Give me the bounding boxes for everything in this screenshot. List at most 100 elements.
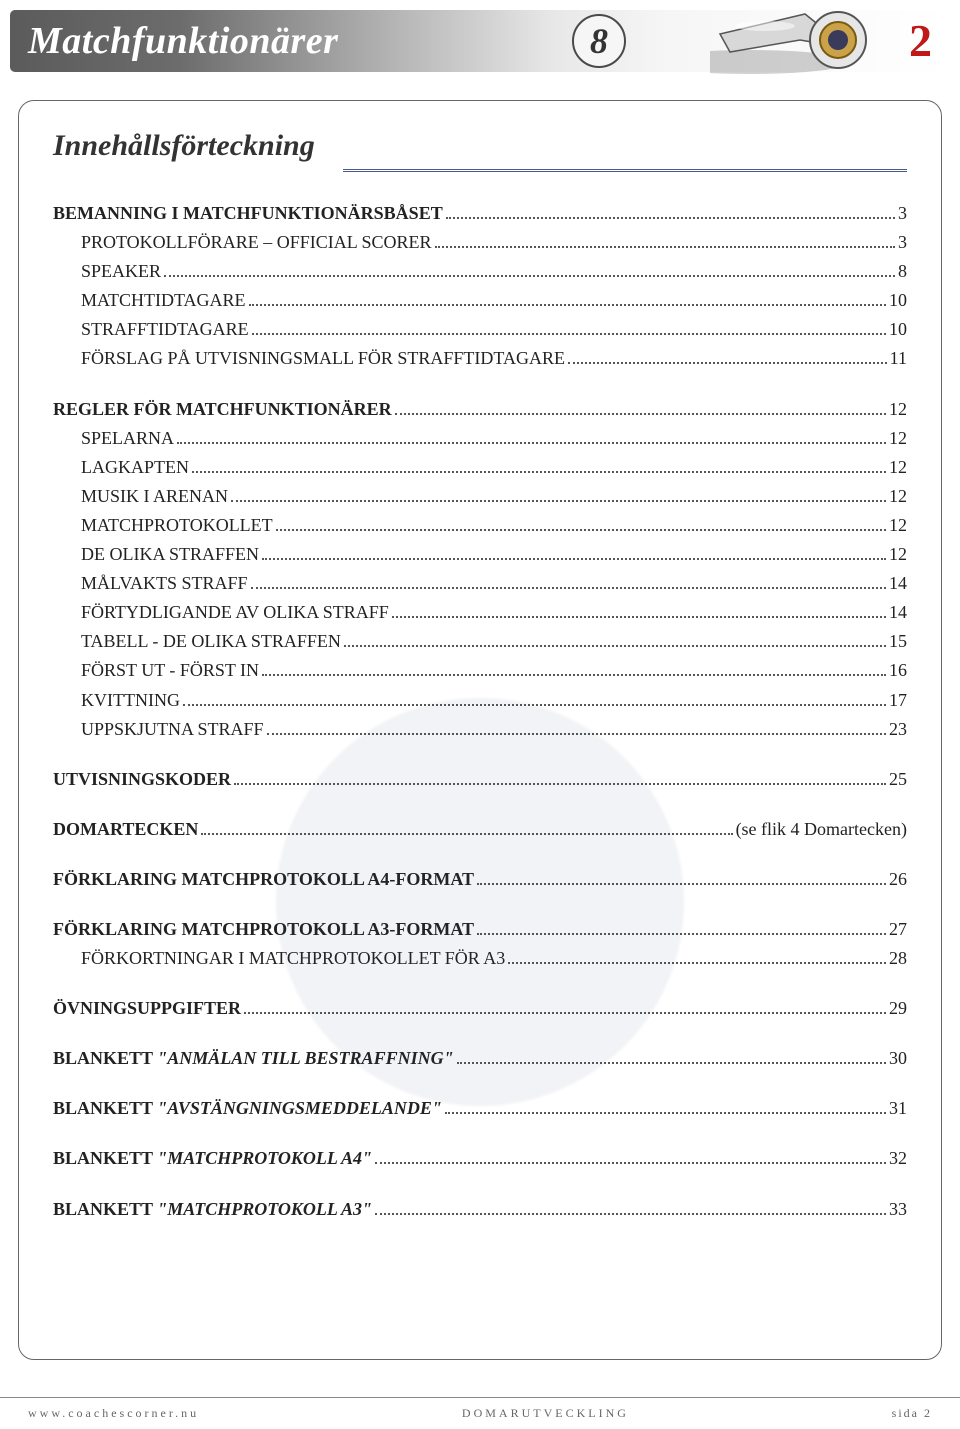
toc-page: 32 — [889, 1145, 907, 1171]
toc-row: ÖVNINGSUPPGIFTER29 — [53, 995, 907, 1021]
toc-label: UTVISNINGSKODER — [53, 766, 231, 792]
toc-page: 12 — [889, 454, 907, 480]
toc-row: KVITTNING 17 — [53, 687, 907, 713]
toc-label: MUSIK I ARENAN — [53, 483, 228, 509]
toc-leader — [267, 720, 886, 734]
toc-leader — [192, 458, 886, 472]
toc-page: 27 — [889, 916, 907, 942]
toc-leader — [435, 234, 895, 248]
toc-gap — [53, 1074, 907, 1092]
toc-page: 12 — [889, 512, 907, 538]
toc-row: FÖRKLARING MATCHPROTOKOLL A4-FORMAT26 — [53, 866, 907, 892]
toc-gap — [53, 795, 907, 813]
toc-label: BLANKETT "MATCHPROTOKOLL A3" — [53, 1196, 372, 1222]
toc-gap — [53, 1175, 907, 1193]
header-bar: Matchfunktionärer 8 2 — [10, 10, 950, 72]
toc-label: BLANKETT "ANMÄLAN TILL BESTRAFFNING" — [53, 1045, 454, 1071]
toc-leader — [508, 950, 886, 964]
toc-leader — [457, 1050, 886, 1064]
toc-leader — [276, 517, 886, 531]
toc-row: SPELARNA12 — [53, 425, 907, 451]
toc-row: FÖRTYDLIGANDE AV OLIKA STRAFF 14 — [53, 599, 907, 625]
toc-page: 10 — [889, 287, 907, 313]
content-box: Innehållsförteckning BEMANNING I MATCHFU… — [18, 100, 942, 1360]
toc-row: FÖRKLARING MATCHPROTOKOLL A3-FORMAT27 — [53, 916, 907, 942]
toc-label: LAGKAPTEN — [53, 454, 189, 480]
toc-page: 25 — [889, 766, 907, 792]
page-badge: 2 — [909, 14, 932, 67]
toc-row: REGLER FÖR MATCHFUNKTIONÄRER 12 — [53, 396, 907, 422]
toc-label: BEMANNING I MATCHFUNKTIONÄRSBÅSET — [53, 200, 443, 226]
toc-label: BLANKETT "AVSTÄNGNINGSMEDDELANDE" — [53, 1095, 442, 1121]
toc-label: REGLER FÖR MATCHFUNKTIONÄRER — [53, 396, 392, 422]
toc-row: TABELL - DE OLIKA STRAFFEN15 — [53, 628, 907, 654]
toc-row: BLANKETT "AVSTÄNGNINGSMEDDELANDE" 31 — [53, 1095, 907, 1121]
toc-row: BLANKETT "MATCHPROTOKOLL A4" 32 — [53, 1145, 907, 1171]
toc-leader — [164, 263, 895, 277]
toc-leader — [249, 292, 886, 306]
toc-row: FÖRKORTNINGAR I MATCHPROTOKOLLET FÖR A3 2… — [53, 945, 907, 971]
toc-leader — [477, 921, 886, 935]
page-footer: www.coachescorner.nu DOMARUTVECKLING sid… — [0, 1397, 960, 1429]
toc-label: DE OLIKA STRAFFEN — [53, 541, 259, 567]
toc-row: MATCHTIDTAGARE 10 — [53, 287, 907, 313]
toc-leader — [477, 870, 886, 884]
toc-page: 3 — [898, 229, 907, 255]
toc-page: 16 — [889, 657, 907, 683]
toc-row: SPEAKER8 — [53, 258, 907, 284]
toc-leader — [201, 820, 732, 834]
toc-label: KVITTNING — [53, 687, 180, 713]
toc-heading: Innehållsförteckning — [53, 129, 315, 163]
toc-label: DOMARTECKEN — [53, 816, 198, 842]
toc-leader — [344, 633, 886, 647]
whistle-icon — [710, 4, 880, 84]
toc-label: BLANKETT "MATCHPROTOKOLL A4" — [53, 1145, 372, 1171]
toc-label: SPEAKER — [53, 258, 161, 284]
toc-row: LAGKAPTEN 12 — [53, 454, 907, 480]
toc-leader — [395, 400, 886, 414]
toc-page: 14 — [889, 570, 907, 596]
toc-label: MATCHTIDTAGARE — [53, 287, 246, 313]
toc-leader — [445, 1100, 886, 1114]
toc-row: PROTOKOLLFÖRARE – OFFICIAL SCORER 3 — [53, 229, 907, 255]
toc-row: MÅLVAKTS STRAFF14 — [53, 570, 907, 596]
toc-label: MATCHPROTOKOLLET — [53, 512, 273, 538]
toc-row: DE OLIKA STRAFFEN 12 — [53, 541, 907, 567]
toc-leader — [231, 487, 886, 501]
toc-label: PROTOKOLLFÖRARE – OFFICIAL SCORER — [53, 229, 432, 255]
toc-label: STRAFFTIDTAGARE — [53, 316, 249, 342]
toc-gap — [53, 745, 907, 763]
toc-leader — [568, 350, 887, 364]
toc-row: MATCHPROTOKOLLET 12 — [53, 512, 907, 538]
toc-page: 31 — [889, 1095, 907, 1121]
toc-label: FÖRKORTNINGAR I MATCHPROTOKOLLET FÖR A3 — [53, 945, 505, 971]
double-rule — [343, 169, 907, 172]
toc-label: FÖRST UT - FÖRST IN — [53, 657, 259, 683]
toc-gap — [53, 1124, 907, 1142]
toc-page: 17 — [889, 687, 907, 713]
toc-page: 28 — [889, 945, 907, 971]
toc-row: UPPSKJUTNA STRAFF23 — [53, 716, 907, 742]
toc-leader — [262, 662, 886, 676]
toc-row: BEMANNING I MATCHFUNKTIONÄRSBÅSET3 — [53, 200, 907, 226]
toc-list: BEMANNING I MATCHFUNKTIONÄRSBÅSET3PROTOK… — [53, 200, 907, 1222]
toc-page: 12 — [889, 541, 907, 567]
toc-leader — [177, 429, 886, 443]
toc-leader — [446, 205, 895, 219]
toc-leader — [252, 321, 886, 335]
toc-leader — [183, 691, 886, 705]
toc-page: 26 — [889, 866, 907, 892]
toc-leader — [251, 575, 886, 589]
toc-leader — [375, 1150, 886, 1164]
toc-gap — [53, 974, 907, 992]
toc-label: FÖRTYDLIGANDE AV OLIKA STRAFF — [53, 599, 389, 625]
toc-page: 10 — [889, 316, 907, 342]
toc-page: 14 — [889, 599, 907, 625]
toc-leader — [392, 604, 886, 618]
chapter-number: 8 — [590, 20, 608, 62]
toc-row: STRAFFTIDTAGARE 10 — [53, 316, 907, 342]
toc-label: FÖRSLAG PÅ UTVISNINGSMALL FÖR STRAFFTIDT… — [53, 345, 565, 371]
toc-row: FÖRST UT - FÖRST IN 16 — [53, 657, 907, 683]
toc-leader — [244, 1000, 886, 1014]
toc-page: 12 — [889, 396, 907, 422]
